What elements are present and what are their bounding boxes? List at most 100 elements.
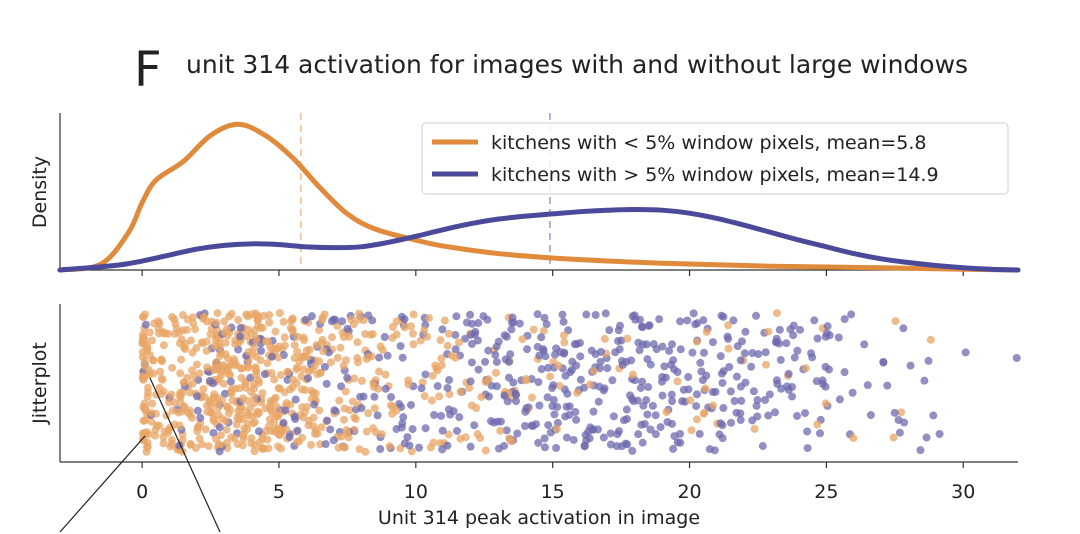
jitter-point xyxy=(803,427,812,436)
jitter-point xyxy=(199,384,208,393)
jitter-point xyxy=(221,350,230,359)
jitter-point xyxy=(220,389,229,398)
jitter-point xyxy=(219,379,228,388)
jitter-point xyxy=(544,363,553,372)
jitter-point xyxy=(689,309,698,318)
jitter-point xyxy=(225,312,234,321)
jitter-point xyxy=(793,346,802,355)
jitter-point xyxy=(761,396,770,405)
jitter-point xyxy=(786,325,795,334)
jitter-point xyxy=(895,428,904,437)
jitter-point xyxy=(572,415,581,424)
jitter-point xyxy=(527,393,536,402)
jitter-point xyxy=(740,349,749,358)
x-tick-label-0: 0 xyxy=(136,481,148,503)
jitter-point xyxy=(392,330,401,339)
annotation-arrows xyxy=(59,377,221,533)
jitter-point xyxy=(405,441,414,450)
jitter-point xyxy=(361,447,370,456)
jitter-point xyxy=(149,369,158,378)
jitter-point xyxy=(496,426,505,435)
panel-letter: F xyxy=(134,42,162,98)
jitter-point xyxy=(444,329,453,338)
annotation-arrow-right xyxy=(149,377,221,533)
jitter-point xyxy=(353,354,362,363)
jitter-point xyxy=(550,410,559,419)
jitter-point xyxy=(623,334,632,343)
jitter-point xyxy=(549,381,558,390)
jitter-point xyxy=(810,316,819,325)
jitter-point xyxy=(849,434,858,443)
jitter-point xyxy=(266,399,275,408)
jitter-point xyxy=(399,413,408,422)
jitter-point xyxy=(609,412,618,421)
jitter-point xyxy=(188,313,197,322)
jitter-point xyxy=(315,406,324,415)
jitter-point xyxy=(229,357,238,366)
legend-label-under-5: kitchens with < 5% window pixels, mean=5… xyxy=(491,132,926,154)
jitter-point xyxy=(327,317,336,326)
jitter-point xyxy=(400,323,409,332)
jitter-point xyxy=(277,426,286,435)
jitter-point xyxy=(140,356,149,365)
jitter-point xyxy=(696,358,705,367)
jitter-point xyxy=(840,368,849,377)
jitter-point xyxy=(660,362,669,371)
jitter-point xyxy=(344,433,353,442)
jitter-point xyxy=(400,315,409,324)
jitter-point xyxy=(205,376,214,385)
jitter-point xyxy=(556,348,565,357)
jitter-point xyxy=(293,332,302,341)
jitter-point xyxy=(466,310,475,319)
jitter-point xyxy=(274,353,283,362)
jitter-point xyxy=(210,390,219,399)
jitter-point xyxy=(808,353,817,362)
figure-title: unit 314 activation for images with and … xyxy=(186,50,968,79)
jitter-point xyxy=(212,358,221,367)
jitter-point xyxy=(642,340,651,349)
x-tick-label-5: 5 xyxy=(273,481,285,503)
jitter-point xyxy=(596,347,605,356)
jitter-point xyxy=(813,420,822,429)
jitter-point xyxy=(552,443,561,452)
jitter-point xyxy=(409,340,418,349)
jitter-point xyxy=(699,348,708,357)
jitter-point xyxy=(147,417,156,426)
jitter-point xyxy=(724,344,733,353)
jitter-point xyxy=(705,445,714,454)
jitter-point xyxy=(140,431,149,440)
jitter-point xyxy=(585,380,594,389)
jitter-point xyxy=(596,357,605,366)
jitter-point xyxy=(159,341,168,350)
jitter-point xyxy=(333,353,342,362)
jitter-point xyxy=(311,389,320,398)
jitter-point xyxy=(555,381,564,390)
annotation-arrow-left xyxy=(59,435,146,533)
jitter-point xyxy=(285,433,294,442)
jitter-point xyxy=(537,333,546,342)
jitter-point xyxy=(200,392,209,401)
jitter-point xyxy=(290,354,299,363)
jitter-point xyxy=(204,442,213,451)
x-tick-label-15: 15 xyxy=(541,481,565,503)
jitter-point xyxy=(236,323,245,332)
jitter-point xyxy=(301,386,310,395)
jitter-point xyxy=(275,309,284,318)
jitter-point xyxy=(801,409,810,418)
jitter-point xyxy=(369,382,378,391)
jitter-point xyxy=(890,408,899,417)
jitter-point xyxy=(611,348,620,357)
jitter-point xyxy=(840,315,849,324)
jitter-point xyxy=(508,313,517,322)
jitter-point xyxy=(474,319,483,328)
jitter-point xyxy=(343,373,352,382)
jitter-point xyxy=(540,434,549,443)
jitter-point xyxy=(326,425,335,434)
jitter-point xyxy=(612,442,621,451)
jitter-point xyxy=(662,408,671,417)
jitter-point xyxy=(801,364,810,373)
jitter-point xyxy=(175,421,184,430)
jitter-point xyxy=(916,446,925,455)
jitter-point xyxy=(198,440,207,449)
jitter-point xyxy=(467,358,476,367)
